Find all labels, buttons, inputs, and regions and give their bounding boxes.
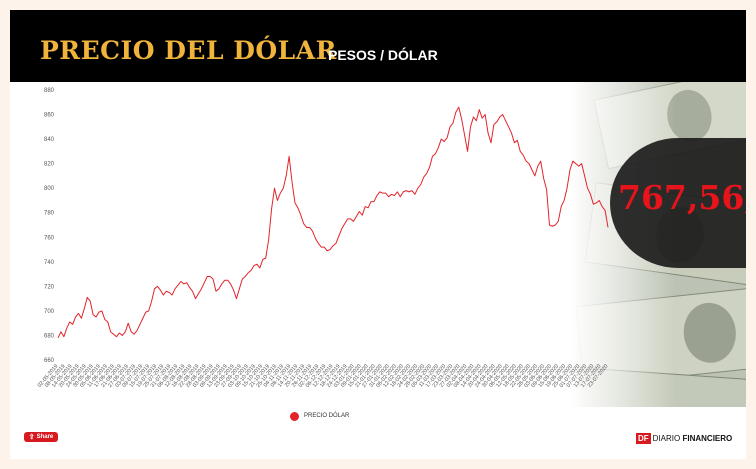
share-icon: ⇪ (28, 434, 35, 441)
logo-text: DIARIO FINANCIERO (653, 434, 733, 443)
y-tick-label: 880 (44, 88, 55, 94)
chart-legend: PRECIO DÓLAR (290, 410, 349, 422)
y-tick-label: 700 (44, 309, 55, 315)
y-tick-label: 740 (44, 260, 55, 266)
y-tick-label: 800 (44, 186, 55, 192)
logo-text-bold: FINANCIERO (682, 433, 733, 443)
line-chart: 66068070072074076078080082084086088002-0… (37, 88, 610, 389)
y-tick-label: 840 (44, 137, 55, 143)
y-tick-label: 660 (44, 358, 55, 364)
share-button[interactable]: ⇪ Share (24, 432, 58, 442)
y-tick-label: 820 (44, 162, 55, 168)
diario-financiero-logo: DF DIARIO FINANCIERO (636, 432, 732, 444)
logo-mark: DF (636, 432, 651, 444)
series-line-precio-dolar (57, 106, 609, 339)
share-label: Share (36, 434, 54, 440)
chart-subtitle: PESOS / DÓLAR (328, 47, 438, 63)
chart-header: PRECIO DEL DÓLAR PESOS / DÓLAR (10, 10, 746, 82)
chart-frame: PRECIO DEL DÓLAR PESOS / DÓLAR 660 680 700… (10, 10, 746, 459)
logo-text-light: DIARIO (652, 433, 681, 443)
y-tick-label: 780 (44, 211, 55, 217)
legend-marker (290, 411, 299, 421)
y-tick-label: 860 (44, 113, 55, 119)
legend-label: PRECIO DÓLAR (304, 413, 350, 419)
y-tick-label: 680 (44, 333, 55, 339)
current-value: 767,56, (618, 178, 746, 217)
chart-title: PRECIO DEL DÓLAR (40, 36, 337, 65)
current-value-badge: 767,56, (610, 138, 746, 268)
y-tick-label: 720 (44, 284, 55, 290)
y-tick-label: 760 (44, 235, 55, 241)
